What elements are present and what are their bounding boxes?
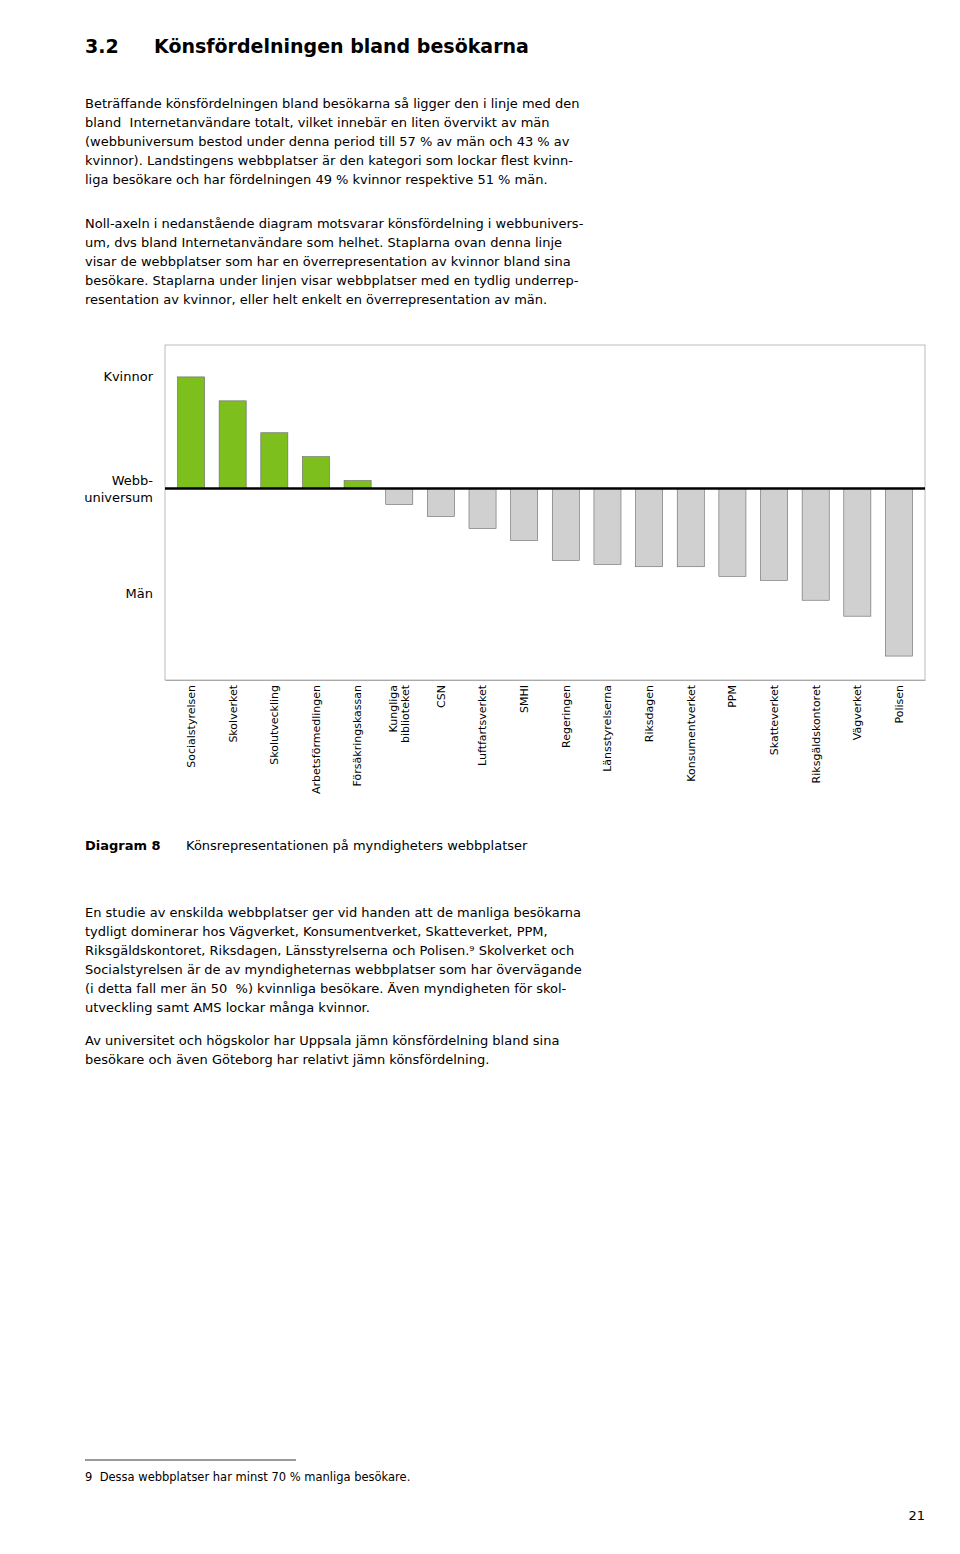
x-tick-label: Polisen [893,685,906,724]
section-title: Könsfördelningen bland besökarna [154,35,529,57]
paragraph-line: bland Internetanvändare totalt, vilket i… [85,115,550,130]
paragraph-line: besökare. Staplarna under linjen visar w… [85,273,579,288]
x-tick: Skatteverket [768,684,781,755]
x-tick: Luftfartsverket [476,684,489,766]
bar [427,489,454,517]
bar [719,489,746,577]
x-tick: Kungligabiblioteket [387,684,412,743]
bar [594,489,621,565]
footnote: 9 Dessa webbplatser har minst 70 % manli… [85,1470,410,1484]
x-tick: CSN [435,685,448,708]
chart-subtitle: Könsrepresentationen på myndigheters web… [186,838,528,853]
x-tick-label: Riksdagen [643,685,656,742]
x-tick-label: Arbetsförmedlingen [310,685,323,794]
bar [677,489,704,567]
paragraph-line: Socialstyrelsen är de av myndigheternas … [85,962,582,977]
zero-line [165,487,925,490]
paragraph-line: besökare och även Göteborg har relativt … [85,1052,489,1067]
chart-title: Diagram 8 [85,838,161,853]
bar [552,489,579,561]
paragraph-line: En studie av enskilda webbplatser ger vi… [85,905,581,920]
x-tick-label: Luftfartsverket [476,684,489,766]
bar [219,401,246,489]
x-tick: Vägverket [851,684,864,740]
x-tick-label: Regeringen [560,685,573,748]
paragraph-line: Riksgäldskontoret, Riksdagen, Länsstyrel… [85,943,574,958]
x-tick: Socialstyrelsen [185,685,198,768]
x-tick: PPM [726,685,739,708]
paragraph-line: Av universitet och högskolor har Uppsala… [85,1033,559,1048]
bar [761,489,788,581]
x-tick-label: CSN [435,685,448,708]
x-tick-label: Kungligabiblioteket [387,684,412,743]
x-tick: Riksdagen [643,685,656,742]
x-axis-line [166,680,926,681]
x-tick-label: Konsumentverket [685,684,698,781]
bar [844,489,871,617]
page-number: 21 [908,1508,925,1523]
paragraph-line: (i detta fall mer än 50 %) kvinnliga bes… [85,981,567,996]
axis-annotation: Webb-universum [84,473,153,505]
x-tick-label: Försäkringskassan [351,685,364,786]
axis-annotation: Kvinnor [103,369,153,384]
paragraph-line: liga besökare och har fördelningen 49 % … [85,172,548,187]
section-number: 3.2 [85,35,119,57]
paragraph-line: kvinnor). Landstingens webbplatser är de… [85,153,573,168]
paragraph-line: visar de webbplatser som har en överrepr… [85,254,571,269]
x-tick: SMHI [518,685,531,713]
x-tick: Skolutveckling [268,685,281,765]
bar [386,489,413,505]
paragraph-line: tydligt dominerar hos Vägverket, Konsume… [85,924,548,939]
bar [302,457,329,489]
bar [802,489,829,601]
x-tick: Länsstyrelserna [601,685,614,772]
x-tick: Skolverket [227,684,240,742]
x-tick: Arbetsförmedlingen [310,685,323,794]
x-tick-label: Skatteverket [768,684,781,755]
x-tick: Regeringen [560,685,573,748]
x-tick-label: Vägverket [851,684,864,740]
chart: Socialstyrelsen Skolverket Skolutveckling A… [84,345,925,794]
plot-frame [165,345,925,680]
x-tick-label: Länsstyrelserna [601,685,614,772]
bar [636,489,663,567]
bar [885,489,912,657]
x-tick-label: Socialstyrelsen [185,685,198,768]
paragraph-line: Beträffande könsfördelningen bland besök… [85,96,579,111]
paragraph-line: resentation av kvinnor, eller helt enkel… [85,292,547,307]
bar [177,377,204,489]
paragraph-line: (webbuniversum bestod under denna period… [85,134,570,149]
bars [177,377,912,656]
bar [261,433,288,489]
x-tick: Polisen [893,685,906,724]
paragraph-line: Noll-axeln i nedanstående diagram motsva… [85,216,584,231]
page: 3.2 Könsfördelningen bland besökarna Beträ… [0,0,960,1554]
bar [469,489,496,529]
x-tick-label: Skolutveckling [268,685,281,765]
x-tick: Konsumentverket [685,684,698,781]
x-tick: Riksgäldskontoret [810,684,823,783]
footnote-separator [85,1460,296,1461]
x-tick-label: SMHI [518,685,531,713]
paragraph-line: utveckling samt AMS lockar många kvinnor… [85,1000,370,1015]
x-tick: Försäkringskassan [351,685,364,786]
x-axis: Socialstyrelsen Skolverket Skolutveckling A… [166,681,926,795]
x-tick-label: Skolverket [227,684,240,742]
x-tick-label: Riksgäldskontoret [810,684,823,783]
paragraph-line: um, dvs bland Internetanvändare som helh… [85,235,562,250]
bar [511,489,538,541]
axis-annotation: Män [126,586,153,601]
x-tick-label: PPM [726,685,739,708]
